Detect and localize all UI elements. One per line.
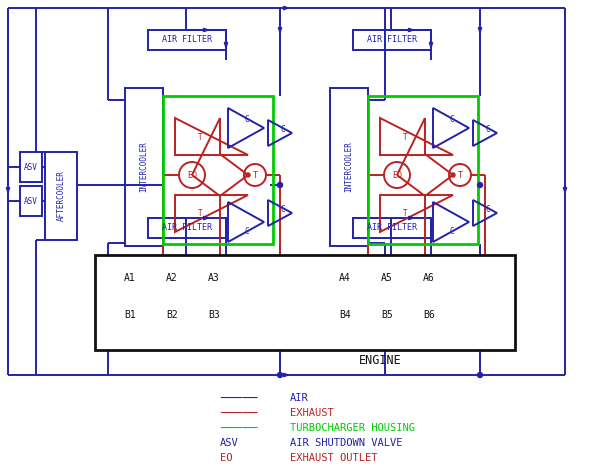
Text: AIR SHUTDOWN VALVE: AIR SHUTDOWN VALVE — [290, 438, 403, 448]
Polygon shape — [409, 216, 413, 219]
Text: C: C — [449, 115, 454, 124]
Circle shape — [277, 372, 283, 378]
Polygon shape — [409, 28, 413, 32]
Text: EO: EO — [220, 453, 233, 463]
Text: C: C — [485, 206, 490, 215]
Text: ASV: ASV — [24, 197, 38, 206]
Polygon shape — [224, 42, 227, 48]
Text: B2: B2 — [166, 310, 178, 320]
Bar — [353, 30, 431, 50]
Bar — [45, 152, 77, 240]
Text: AIR FILTER: AIR FILTER — [367, 36, 417, 45]
Text: A6: A6 — [423, 273, 435, 283]
Bar — [95, 255, 515, 350]
Text: EO: EO — [392, 171, 402, 180]
Text: C: C — [245, 115, 250, 124]
Polygon shape — [478, 28, 482, 32]
Text: B3: B3 — [208, 310, 220, 320]
Polygon shape — [278, 28, 281, 32]
Text: EXHAUST OUTLET: EXHAUST OUTLET — [290, 453, 377, 463]
Text: T: T — [403, 133, 407, 142]
Circle shape — [278, 183, 282, 187]
Bar — [353, 218, 431, 238]
Text: T: T — [253, 171, 257, 180]
Circle shape — [478, 182, 482, 188]
Text: C: C — [281, 206, 286, 215]
Circle shape — [277, 182, 283, 188]
Text: A1: A1 — [124, 273, 136, 283]
Text: AFTERCOOLER: AFTERCOOLER — [56, 171, 65, 221]
Text: A4: A4 — [339, 273, 351, 283]
Text: C: C — [485, 125, 490, 134]
Circle shape — [246, 173, 250, 177]
Bar — [163, 96, 273, 244]
Text: T: T — [458, 171, 463, 180]
Text: T: T — [197, 133, 202, 142]
Bar — [125, 88, 163, 246]
Polygon shape — [7, 188, 10, 192]
Text: C: C — [245, 228, 250, 237]
Bar — [368, 96, 478, 244]
Circle shape — [451, 173, 455, 177]
Text: A3: A3 — [208, 273, 220, 283]
Text: C: C — [281, 125, 286, 134]
Text: ENGINE: ENGINE — [359, 353, 401, 367]
Text: TURBOCHARGER HOUSING: TURBOCHARGER HOUSING — [290, 423, 415, 433]
Text: EO: EO — [187, 171, 197, 180]
Polygon shape — [284, 373, 289, 377]
Bar — [20, 152, 42, 182]
Text: EXHAUST: EXHAUST — [290, 408, 334, 418]
Text: ─────: ───── — [220, 407, 257, 419]
Text: ASV: ASV — [220, 438, 239, 448]
Text: B4: B4 — [339, 310, 351, 320]
Text: C: C — [449, 228, 454, 237]
Text: AIR FILTER: AIR FILTER — [162, 36, 212, 45]
Polygon shape — [203, 28, 209, 32]
Text: ─────: ───── — [220, 421, 257, 435]
Text: AIR: AIR — [290, 393, 309, 403]
Text: ASV: ASV — [24, 162, 38, 171]
Polygon shape — [430, 42, 433, 48]
Text: A5: A5 — [381, 273, 393, 283]
Text: T: T — [403, 209, 407, 218]
Text: INTERCOOLER: INTERCOOLER — [139, 142, 149, 192]
Text: AIR FILTER: AIR FILTER — [367, 224, 417, 232]
Text: AIR FILTER: AIR FILTER — [162, 224, 212, 232]
Bar — [20, 186, 42, 216]
Polygon shape — [563, 188, 566, 192]
Polygon shape — [203, 216, 209, 219]
Text: B6: B6 — [423, 310, 435, 320]
Text: B1: B1 — [124, 310, 136, 320]
Text: ─────: ───── — [220, 391, 257, 405]
Text: A2: A2 — [166, 273, 178, 283]
Circle shape — [478, 372, 482, 378]
Text: T: T — [197, 209, 202, 218]
Text: INTERCOOLER: INTERCOOLER — [344, 142, 353, 192]
Bar — [330, 88, 368, 246]
Bar — [148, 218, 226, 238]
Bar — [148, 30, 226, 50]
Polygon shape — [284, 6, 289, 10]
Text: B5: B5 — [381, 310, 393, 320]
